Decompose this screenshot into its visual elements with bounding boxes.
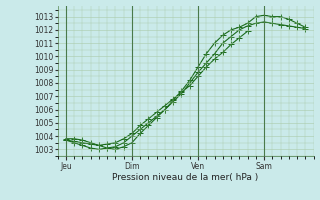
X-axis label: Pression niveau de la mer( hPa ): Pression niveau de la mer( hPa ) (112, 173, 259, 182)
